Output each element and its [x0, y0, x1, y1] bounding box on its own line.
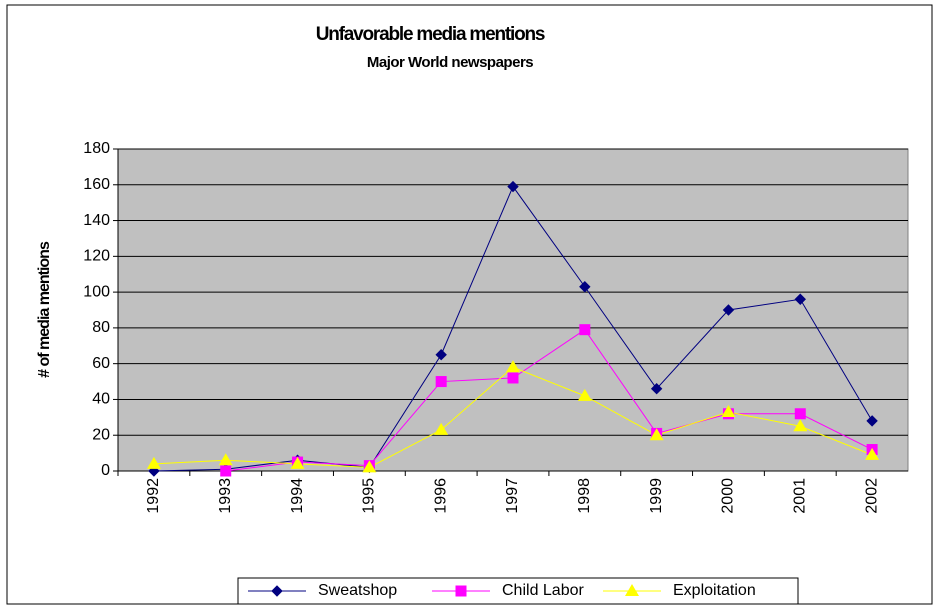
- x-tick-label: 1992: [145, 478, 162, 514]
- data-point: [362, 460, 377, 473]
- data-point: [435, 376, 447, 388]
- x-tick-label: 1995: [361, 478, 378, 514]
- data-point: [290, 456, 305, 469]
- plot-area: [117, 148, 909, 472]
- data-point: [220, 465, 232, 477]
- data-point: [146, 456, 161, 469]
- legend-label: Child Labor: [502, 582, 585, 599]
- legend-marker: [271, 585, 283, 597]
- x-tick-label: 1996: [432, 478, 449, 514]
- series-line: [225, 328, 873, 472]
- x-tick-label: 1993: [217, 478, 234, 514]
- chart-title: Unfavorable media mentions: [316, 24, 545, 45]
- x-tick-label: 1998: [576, 478, 593, 514]
- y-tick-label: 140: [83, 212, 110, 229]
- y-tick-label: 20: [92, 426, 110, 443]
- y-tick-label: 80: [92, 319, 110, 336]
- legend-marker: [625, 584, 639, 596]
- data-point: [506, 360, 520, 373]
- data-point: [434, 422, 449, 435]
- data-point: [579, 281, 591, 293]
- y-tick-label: 120: [83, 248, 110, 265]
- y-tick-label: 100: [83, 283, 110, 300]
- data-point: [435, 349, 447, 361]
- data-point: [866, 415, 878, 427]
- data-point: [650, 383, 663, 395]
- x-tick-label: 1997: [504, 478, 521, 514]
- x-tick-label: 1994: [289, 478, 306, 514]
- data-point: [722, 304, 735, 316]
- x-tick-label: 2002: [863, 478, 880, 514]
- data-point: [794, 293, 806, 305]
- data-point: [649, 428, 664, 441]
- data-point: [793, 419, 808, 432]
- data-point: [507, 180, 519, 193]
- x-tick-label: 2001: [791, 478, 808, 514]
- y-tick-label: 180: [83, 140, 110, 157]
- y-tick-label: 160: [83, 176, 110, 193]
- legend-label: Exploitation: [673, 582, 756, 599]
- legend-marker: [455, 585, 467, 597]
- x-tick-label: 1999: [648, 478, 665, 514]
- y-axis-label: # of media mentions: [36, 241, 53, 378]
- data-point: [721, 404, 736, 417]
- y-tick-label: 60: [92, 355, 110, 372]
- y-tick-label: 0: [101, 462, 110, 479]
- data-point: [579, 324, 591, 336]
- data-point: [507, 372, 519, 384]
- legend: [237, 577, 799, 605]
- data-point: [794, 408, 806, 420]
- legend-label: Sweatshop: [318, 582, 397, 599]
- data-point: [218, 453, 233, 466]
- data-point: [865, 447, 880, 460]
- x-tick-label: 2000: [720, 478, 737, 514]
- chart-subtitle: Major World newspapers: [367, 54, 533, 71]
- data-point: [577, 388, 592, 401]
- y-tick-label: 40: [92, 391, 110, 408]
